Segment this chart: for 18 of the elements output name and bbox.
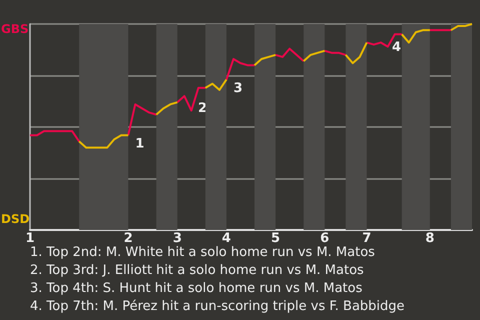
x-tick-label: 6 — [320, 231, 330, 246]
text: 4. Top 7th: M. Pérez hit a run-scoring triple vs F. Babbidge — [30, 299, 405, 314]
text: 3. Top 4th: S. Hunt hit a solo home run vs M. Matos — [30, 281, 363, 296]
text: GBS — [1, 22, 29, 36]
text: DSD — [1, 212, 30, 226]
x-tick-label: 3 — [172, 231, 182, 246]
x-tick-label: 7 — [362, 231, 372, 246]
x-tick-label: 2 — [124, 231, 133, 246]
x-tick-label: 5 — [271, 231, 280, 246]
annotation: 3 — [233, 81, 242, 96]
text: 2. Top 3rd: J. Elliott hit a solo home run vs M. Matos — [30, 263, 364, 278]
annotation: 1 — [135, 136, 144, 152]
annotation: 2 — [198, 101, 208, 116]
x-tick-label: 8 — [425, 231, 434, 246]
text: 1. Top 2nd: M. White hit a solo home run vs M. Matos — [30, 245, 376, 260]
x-tick-label: 1 — [25, 231, 35, 246]
annotation: 4 — [392, 40, 402, 55]
x-tick-label: 4 — [222, 231, 231, 246]
